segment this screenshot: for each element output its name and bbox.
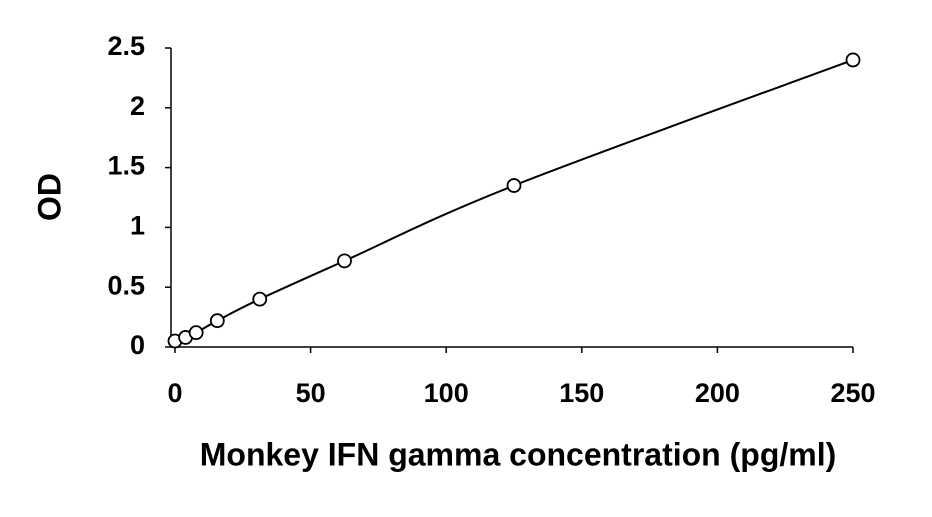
y-tick-label: 1: [130, 211, 145, 241]
data-point: [506, 178, 522, 193]
x-tick-label: 150: [559, 378, 604, 408]
y-tick-label: 2.5: [107, 31, 145, 61]
x-tick-label: 200: [695, 378, 740, 408]
fit-curve: [174, 59, 854, 342]
x-tick-label: 250: [830, 378, 875, 408]
data-point: [252, 291, 268, 307]
x-axis-label: Monkey IFN gamma concentration (pg/ml): [200, 436, 837, 472]
y-tick-label: 0: [130, 330, 145, 360]
y-tick-label: 1.5: [107, 151, 145, 181]
x-tick-label: 0: [167, 378, 182, 408]
data-point: [209, 313, 225, 329]
y-axis-label: OD: [31, 173, 67, 221]
x-tick-label: 100: [424, 378, 469, 408]
data-point: [337, 253, 352, 269]
data-point: [188, 325, 204, 341]
y-tick-label: 2: [130, 91, 145, 121]
y-tick-label: 0.5: [107, 270, 145, 300]
x-tick-label: 50: [296, 378, 326, 408]
data-point: [845, 52, 861, 68]
